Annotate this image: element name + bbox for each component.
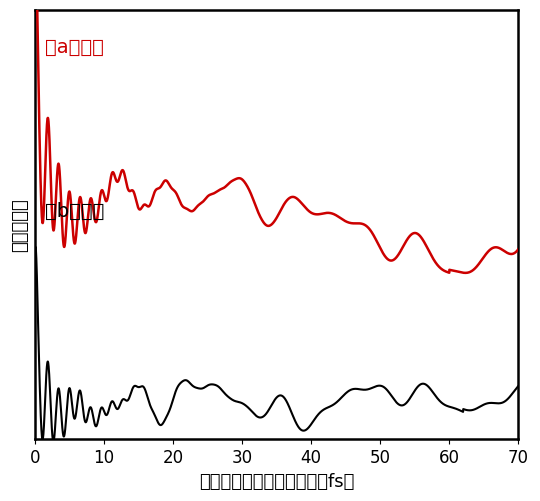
X-axis label: 励起光パルス対時間間隔（fs）: 励起光パルス対時間間隔（fs） — [199, 472, 354, 490]
Y-axis label: 規格化振幅: 規格化振幅 — [11, 198, 29, 252]
Text: （a）理論: （a）理論 — [45, 38, 104, 57]
Text: （b）実験: （b）実験 — [45, 202, 104, 221]
